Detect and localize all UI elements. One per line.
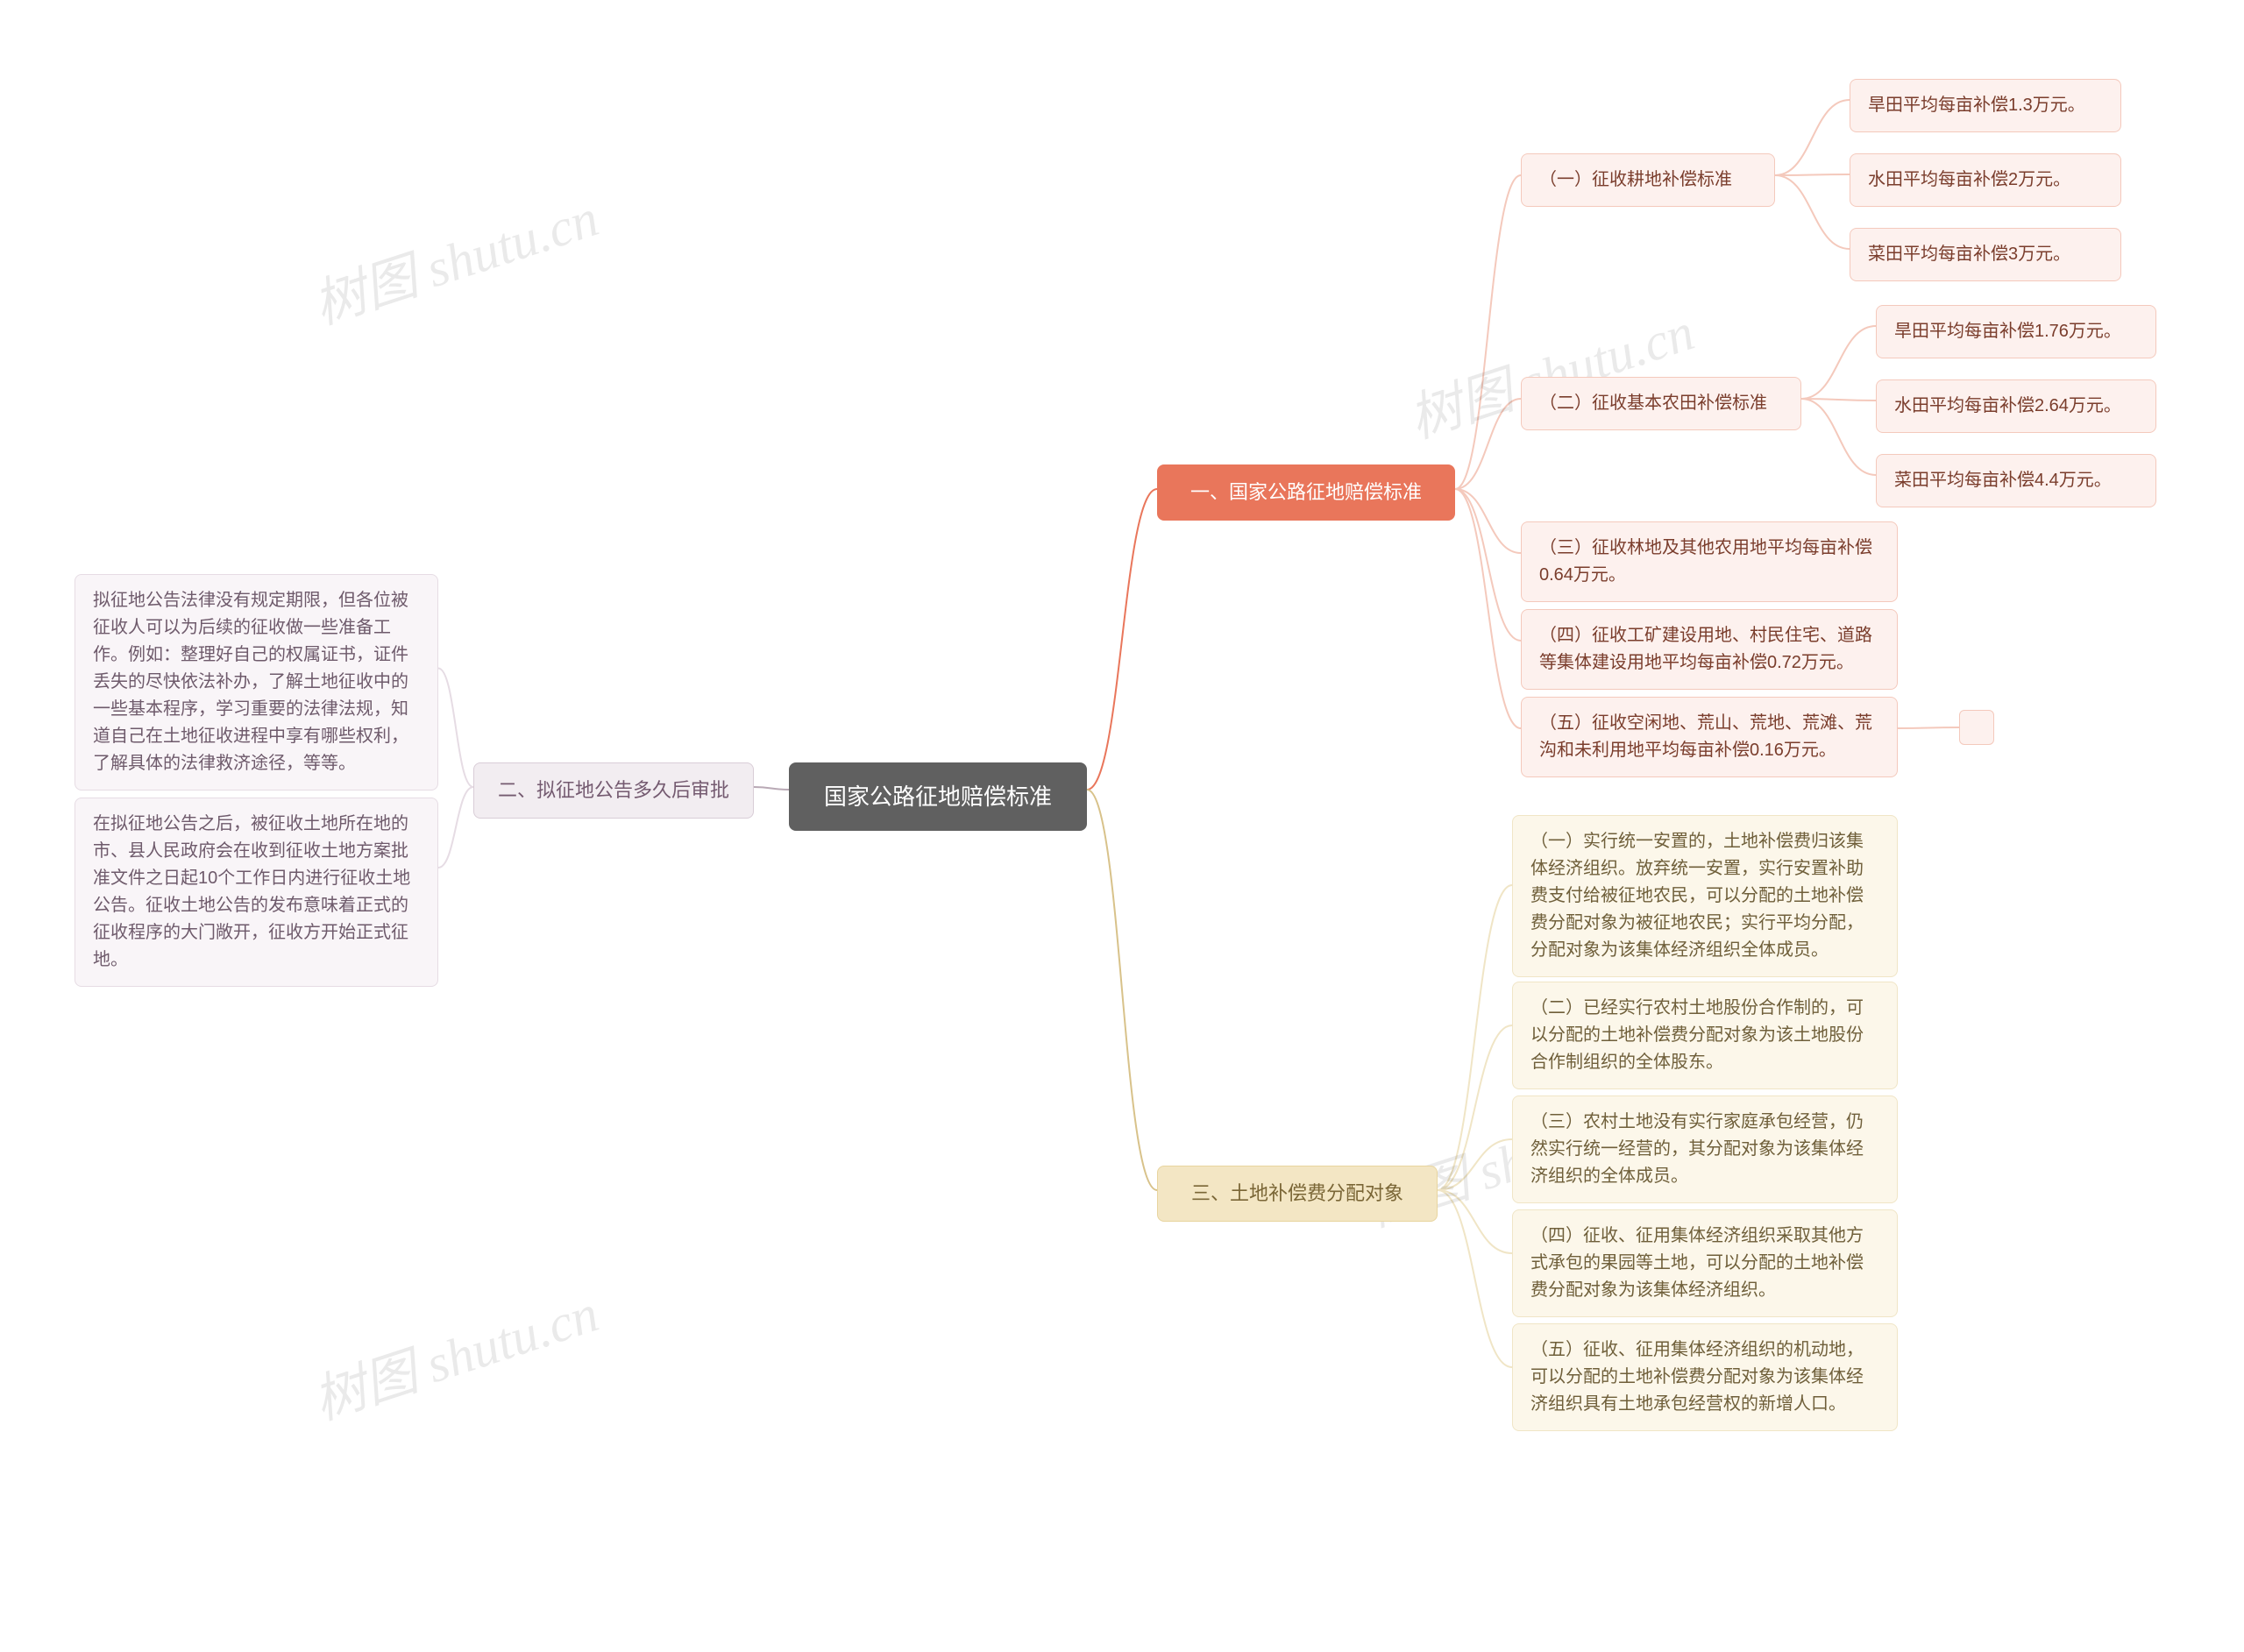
branch-3-label: 三、土地补偿费分配对象 [1191, 1179, 1403, 1209]
node-label: （五）征收空闲地、荒山、荒地、荒滩、荒沟和未利用地平均每亩补偿0.16万元。 [1539, 710, 1879, 764]
node-b2c1[interactable]: 拟征地公告法律没有规定期限，但各位被征收人可以为后续的征收做一些准备工作。例如：… [75, 574, 438, 791]
node-label: 菜田平均每亩补偿4.4万元。 [1894, 467, 2112, 494]
mindmap-root[interactable]: 国家公路征地赔偿标准 [789, 762, 1087, 831]
node-label: （三）农村土地没有实行家庭承包经营，仍然实行统一经营的，其分配对象为该集体经济组… [1530, 1109, 1879, 1190]
collapsed-stub[interactable] [1959, 710, 1994, 745]
node-label: （二）已经实行农村土地股份合作制的，可以分配的土地补偿费分配对象为该土地股份合作… [1530, 995, 1879, 1076]
node-label: （三）征收林地及其他农用地平均每亩补偿0.64万元。 [1539, 535, 1879, 589]
node-label: 拟征地公告法律没有规定期限，但各位被征收人可以为后续的征收做一些准备工作。例如：… [93, 587, 420, 777]
watermark: 树图 shutu.cn [302, 1271, 607, 1435]
node-label: （四）征收工矿建设用地、村民住宅、道路等集体建设用地平均每亩补偿0.72万元。 [1539, 622, 1879, 677]
node-label: 旱田平均每亩补偿1.3万元。 [1868, 92, 2085, 119]
node-label: （一）实行统一安置的，土地补偿费归该集体经济组织。放弃统一安置，实行安置补助费支… [1530, 828, 1879, 964]
node-b1c1[interactable]: （一）征收耕地补偿标准 [1521, 153, 1775, 207]
node-label: 水田平均每亩补偿2.64万元。 [1894, 393, 2121, 420]
node-b3c3[interactable]: （三）农村土地没有实行家庭承包经营，仍然实行统一经营的，其分配对象为该集体经济组… [1512, 1095, 1898, 1203]
node-b3c2[interactable]: （二）已经实行农村土地股份合作制的，可以分配的土地补偿费分配对象为该土地股份合作… [1512, 982, 1898, 1089]
node-b3c5[interactable]: （五）征收、征用集体经济组织的机动地，可以分配的土地补偿费分配对象为该集体经济组… [1512, 1323, 1898, 1431]
node-b1c2c[interactable]: 菜田平均每亩补偿4.4万元。 [1876, 454, 2156, 507]
branch-2-label: 二、拟征地公告多久后审批 [498, 776, 729, 805]
node-b1c1c[interactable]: 菜田平均每亩补偿3万元。 [1850, 228, 2121, 281]
node-b1c2a[interactable]: 旱田平均每亩补偿1.76万元。 [1876, 305, 2156, 358]
node-label: 在拟征地公告之后，被征收土地所在地的市、县人民政府会在收到征收土地方案批准文件之… [93, 811, 420, 974]
node-b1c2[interactable]: （二）征收基本农田补偿标准 [1521, 377, 1801, 430]
node-label: （一）征收耕地补偿标准 [1539, 167, 1732, 194]
node-b2c2[interactable]: 在拟征地公告之后，被征收土地所在地的市、县人民政府会在收到征收土地方案批准文件之… [75, 798, 438, 987]
node-b1c2b[interactable]: 水田平均每亩补偿2.64万元。 [1876, 379, 2156, 433]
node-b1c1a[interactable]: 旱田平均每亩补偿1.3万元。 [1850, 79, 2121, 132]
node-b3c1[interactable]: （一）实行统一安置的，土地补偿费归该集体经济组织。放弃统一安置，实行安置补助费支… [1512, 815, 1898, 977]
branch-1-label: 一、国家公路征地赔偿标准 [1190, 478, 1422, 507]
node-label: 水田平均每亩补偿2万元。 [1868, 167, 2070, 194]
node-label: 旱田平均每亩补偿1.76万元。 [1894, 318, 2121, 345]
node-label: （五）征收、征用集体经济组织的机动地，可以分配的土地补偿费分配对象为该集体经济组… [1530, 1336, 1879, 1418]
node-b1c3[interactable]: （三）征收林地及其他农用地平均每亩补偿0.64万元。 [1521, 521, 1898, 602]
node-label: 菜田平均每亩补偿3万元。 [1868, 241, 2070, 268]
node-b1c5[interactable]: （五）征收空闲地、荒山、荒地、荒滩、荒沟和未利用地平均每亩补偿0.16万元。 [1521, 697, 1898, 777]
root-label: 国家公路征地赔偿标准 [824, 779, 1052, 814]
node-label: （二）征收基本农田补偿标准 [1539, 390, 1767, 417]
node-b1c1b[interactable]: 水田平均每亩补偿2万元。 [1850, 153, 2121, 207]
branch-2[interactable]: 二、拟征地公告多久后审批 [473, 762, 754, 819]
branch-1[interactable]: 一、国家公路征地赔偿标准 [1157, 464, 1455, 521]
watermark: 树图 shutu.cn [302, 175, 607, 339]
node-b1c4[interactable]: （四）征收工矿建设用地、村民住宅、道路等集体建设用地平均每亩补偿0.72万元。 [1521, 609, 1898, 690]
node-label: （四）征收、征用集体经济组织采取其他方式承包的果园等土地，可以分配的土地补偿费分… [1530, 1223, 1879, 1304]
node-b3c4[interactable]: （四）征收、征用集体经济组织采取其他方式承包的果园等土地，可以分配的土地补偿费分… [1512, 1209, 1898, 1317]
branch-3[interactable]: 三、土地补偿费分配对象 [1157, 1166, 1438, 1222]
